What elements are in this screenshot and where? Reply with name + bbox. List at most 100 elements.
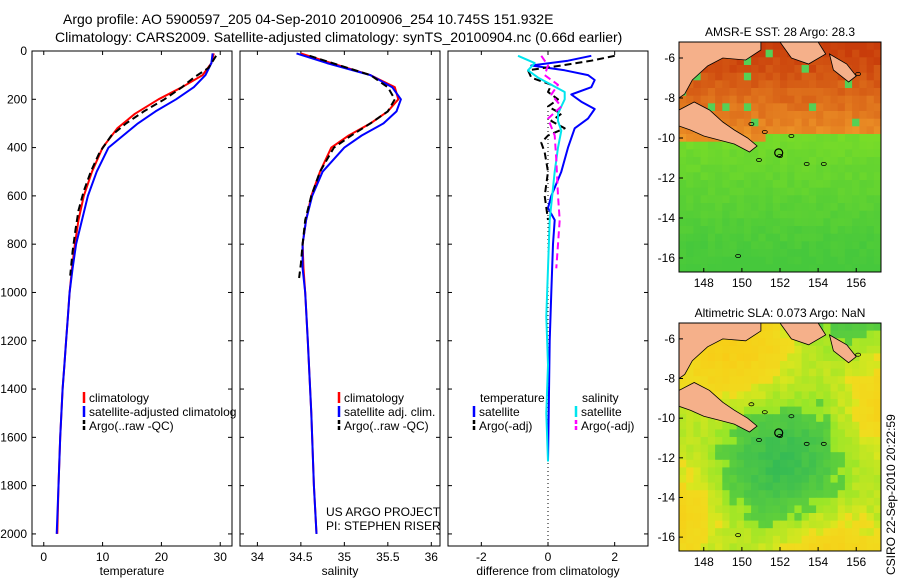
map-cell (837, 103, 846, 112)
map-cell (816, 399, 824, 408)
map-cell (715, 368, 723, 377)
map-cell (772, 452, 781, 461)
map-cell (686, 157, 694, 166)
map-cell (751, 391, 759, 400)
map-cell (715, 80, 723, 89)
map-cell (852, 256, 860, 265)
map-cell (729, 459, 738, 468)
map-cell (837, 330, 846, 339)
map-cell (801, 353, 810, 362)
legend-satellite-label: satellite-adjusted climatolog (89, 405, 236, 419)
map-cell (736, 490, 745, 499)
map-cell (729, 118, 738, 127)
map-cell (729, 368, 738, 377)
map-cell (736, 513, 745, 522)
map-cell (693, 497, 702, 506)
map-cell (837, 241, 846, 250)
map-cell (765, 444, 774, 453)
map-cell (794, 126, 803, 135)
map-cell (693, 249, 702, 258)
map-cell (866, 164, 875, 173)
map-cell (794, 134, 803, 143)
map-cell (679, 452, 687, 461)
map-cell (772, 118, 781, 127)
map-cell (772, 323, 781, 332)
map-cell (729, 149, 738, 158)
map-cell (808, 210, 817, 219)
map-cell (751, 528, 759, 537)
map-cell (823, 528, 832, 537)
map-cell (808, 399, 817, 408)
map-cell (873, 383, 881, 392)
map-cell (844, 505, 853, 514)
map-cell (679, 459, 687, 468)
map-cell (722, 338, 731, 347)
map-cell (830, 226, 839, 235)
map-cell (722, 118, 731, 127)
map-cell (722, 467, 731, 476)
map-cell (823, 65, 832, 74)
land-mass (679, 323, 762, 379)
map-cell (852, 520, 860, 529)
map-cell (837, 437, 846, 446)
map-cell (866, 452, 875, 461)
map-cell (830, 264, 839, 272)
map-cell (679, 218, 687, 227)
map-cell (844, 444, 853, 453)
map-cell (707, 505, 716, 514)
map-cell (736, 444, 745, 453)
map-cell (844, 421, 853, 430)
map-cell (751, 482, 759, 491)
map-cell (772, 330, 781, 339)
map-cell (794, 210, 803, 219)
map-cell (758, 421, 767, 430)
map-cell (729, 467, 738, 476)
map-cell (787, 345, 795, 354)
map-cell (700, 203, 709, 212)
map-cell (823, 149, 832, 158)
map-cell (873, 95, 881, 104)
map-cell (816, 459, 824, 468)
map-cell (830, 157, 839, 166)
map-cell (780, 256, 788, 265)
map-cell (758, 444, 767, 453)
map-cell (808, 256, 817, 265)
map-cell (729, 528, 738, 537)
map-cell (700, 482, 709, 491)
map-cell (823, 421, 832, 430)
map-cell (780, 210, 788, 219)
map-cell (693, 528, 702, 537)
map-cell (808, 345, 817, 354)
map-cell (707, 88, 716, 97)
map-cell (837, 42, 846, 51)
map-cell (873, 172, 881, 181)
map-cell (780, 361, 788, 370)
map-cell (679, 103, 687, 112)
map-cell (722, 452, 731, 461)
land-mass (679, 42, 762, 99)
map-cell (801, 452, 810, 461)
map-cell (844, 543, 853, 551)
map-cell (808, 249, 817, 258)
map-cell (765, 429, 774, 438)
map-cell (852, 368, 860, 377)
map-cell (751, 111, 759, 120)
map-cell (686, 180, 694, 189)
map-cell (852, 49, 860, 58)
map-cell (772, 467, 781, 476)
map-cell (758, 187, 767, 196)
map-cell (765, 72, 774, 81)
map-cell (729, 338, 738, 347)
map-cell (873, 118, 881, 127)
map-cell (729, 543, 738, 551)
map-cell (801, 218, 810, 227)
map-cell (751, 172, 759, 181)
map-cell (801, 65, 810, 74)
map-cell (679, 429, 687, 438)
map-cell (715, 180, 723, 189)
map-cell (866, 444, 875, 453)
map-cell (736, 338, 745, 347)
map-cell (844, 57, 853, 66)
map-cell (859, 141, 868, 150)
